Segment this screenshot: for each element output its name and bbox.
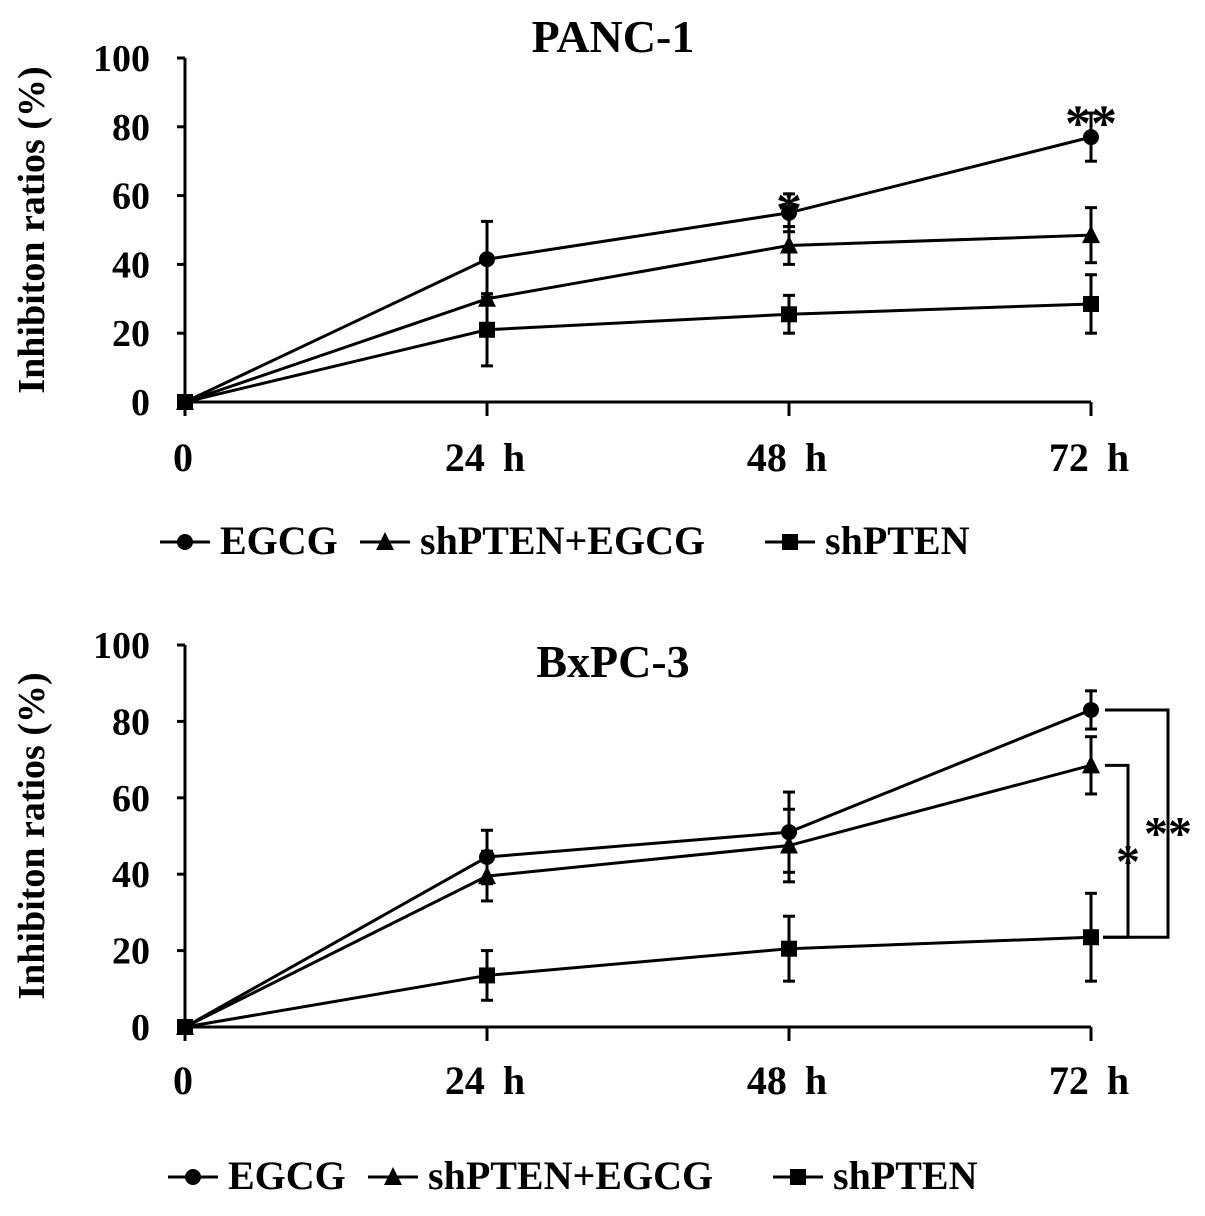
y-tick-label: 40 (112, 854, 150, 896)
legend-label: shPTEN (833, 1153, 978, 1198)
significance-bracket (1103, 708, 1170, 939)
x-tick-label: 24 h (445, 1058, 525, 1103)
y-axis-label: Inhibiton ratios (%) (11, 66, 53, 393)
legend-triangle-marker (376, 532, 394, 550)
data-point-marker (479, 967, 495, 984)
data-point-marker (781, 306, 797, 323)
data-point-marker (479, 321, 495, 338)
legend-triangle-marker (384, 1167, 402, 1185)
series-triangle (176, 735, 1100, 1039)
y-axis-label: Inhibiton ratios (%) (11, 672, 53, 999)
significance-star: * (1116, 835, 1140, 888)
data-point-marker (780, 835, 798, 854)
data-point-marker (177, 1019, 193, 1035)
y-tick-label: 0 (131, 1007, 150, 1049)
legend-label: shPTEN (825, 518, 970, 563)
series-line (184, 763, 1092, 1029)
chart-panel-1: 0 20 40 60 80 100 0 24 h 48 h 72 h PANC-1 Inhibiton… (11, 11, 1129, 563)
chart-title: PANC-1 (532, 11, 695, 62)
legend-circle-marker (185, 1169, 201, 1185)
significance-star: ** (1144, 808, 1192, 861)
chart-title: BxPC-3 (536, 636, 689, 687)
y-tick-label: 80 (112, 107, 150, 149)
x-tick-label: 0 (173, 1058, 193, 1103)
significance-annotations: *** (776, 96, 1117, 239)
y-tick-label: 100 (93, 38, 150, 80)
y-tick-label: 0 (131, 382, 150, 424)
data-point-marker (1083, 701, 1099, 718)
data-point-marker (781, 204, 797, 221)
y-tick-label: 100 (93, 625, 150, 667)
significance-star: ** (1065, 96, 1117, 153)
legend-label: EGCG (228, 1153, 346, 1198)
series-line (184, 708, 1092, 1029)
series-circle (177, 111, 1099, 414)
x-tick-label: 0 (173, 435, 193, 480)
x-tick-label: 48 h (747, 1058, 827, 1103)
legend-circle-marker (177, 534, 193, 550)
series-square (177, 273, 1099, 414)
y-tick-label: 40 (112, 244, 150, 286)
legend: EGCG shPTEN+EGCG shPTEN (168, 1153, 978, 1198)
y-tick-label: 20 (112, 313, 150, 355)
series-square (177, 891, 1099, 1039)
series-line (184, 233, 1092, 404)
series-line (184, 302, 1092, 404)
data-point-marker (1083, 929, 1099, 946)
legend-square-marker (790, 1169, 806, 1185)
legend-label: shPTEN+EGCG (428, 1153, 713, 1198)
data-point-marker (1082, 225, 1100, 244)
y-tick-label: 20 (112, 931, 150, 973)
x-tick-label: 72 h (1049, 435, 1129, 480)
data-point-marker (1082, 755, 1100, 774)
y-tick-label: 80 (112, 701, 150, 743)
chart-panel-2: 0 20 40 60 80 100 0 24 h 48 h 72 h BxPC-3 Inhibiton… (11, 625, 1192, 1198)
significance-annotations: *** (1103, 708, 1192, 939)
data-point-marker (1083, 129, 1099, 146)
data-point-marker (780, 235, 798, 254)
x-tick-label: 72 h (1049, 1058, 1129, 1103)
series-line (184, 935, 1092, 1029)
legend-label: shPTEN+EGCG (420, 518, 705, 563)
legend-label: EGCG (220, 518, 338, 563)
data-point-marker (781, 940, 797, 957)
data-point-marker (478, 866, 496, 885)
x-tick-label: 24 h (445, 435, 525, 480)
data-point-marker (479, 251, 495, 268)
x-tick-label: 48 h (747, 435, 827, 480)
data-point-marker (177, 394, 193, 410)
series-triangle (176, 206, 1100, 414)
y-tick-label: 60 (112, 176, 150, 218)
data-point-marker (1083, 295, 1099, 312)
series-line (184, 135, 1092, 404)
series-circle (177, 689, 1099, 1039)
legend: EGCG shPTEN+EGCG shPTEN (160, 518, 970, 563)
legend-square-marker (782, 534, 798, 550)
significance-star: * (776, 182, 802, 239)
y-tick-label: 60 (112, 778, 150, 820)
